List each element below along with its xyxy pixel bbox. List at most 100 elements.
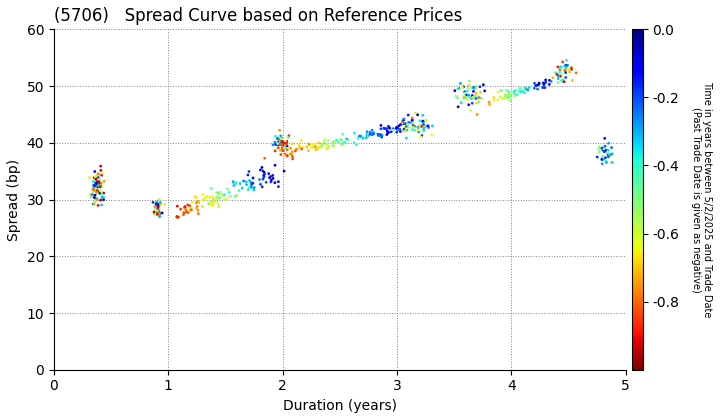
Point [87,186,99,193]
Point [374,132,385,139]
Point [597,153,608,160]
Point [287,155,298,162]
Point [94,179,105,186]
Point [276,135,287,142]
Point [258,173,270,180]
Point [94,189,106,196]
Point [554,68,565,75]
Point [152,198,163,205]
Point [301,144,312,150]
Point [272,139,284,145]
Point [593,146,604,152]
Point [596,156,608,163]
Point [544,81,555,88]
Point [593,144,605,150]
Point [274,139,285,145]
Point [461,92,472,98]
Point [550,69,562,76]
Point [562,62,573,68]
Point [505,92,517,99]
Point [372,132,384,139]
Point [423,124,434,131]
Point [282,146,294,152]
Point [413,126,424,133]
Point [94,186,105,193]
Point [497,95,508,102]
Point [451,93,462,100]
Point [272,142,284,148]
Point [566,65,577,71]
Point [381,131,392,138]
Point [88,187,99,194]
Point [256,184,268,190]
Point [456,84,468,91]
Point [180,209,192,215]
Point [405,119,416,126]
Point [402,121,414,128]
Point [514,88,526,95]
Point [86,194,97,200]
Point [302,147,314,154]
Point [217,192,228,198]
Point [355,133,366,139]
Point [518,85,530,92]
Point [279,145,290,152]
Point [606,144,617,151]
Point [91,197,103,203]
Point [310,147,322,153]
Point [513,88,525,94]
Point [407,115,418,121]
Point [597,153,608,160]
Point [152,204,163,211]
Point [523,84,535,91]
Point [471,100,482,106]
Point [477,81,489,88]
Point [213,195,225,202]
Point [289,148,301,155]
Point [323,143,334,150]
Point [600,154,611,161]
Point [329,139,341,146]
Point [426,131,438,138]
Point [90,175,102,181]
Point [607,159,618,166]
Point [153,210,164,217]
Point [467,84,478,91]
Point [318,140,330,147]
Point [205,200,217,207]
Point [382,129,394,136]
Point [458,95,469,102]
Point [375,131,387,138]
Point [452,103,464,110]
Point [327,139,338,145]
Point [364,131,376,138]
Point [280,140,292,147]
Point [171,214,183,221]
Point [500,93,511,100]
Point [277,142,289,148]
Point [208,199,220,206]
Point [274,127,285,134]
Point [495,94,506,100]
Point [179,204,190,211]
Point [151,208,163,215]
Point [99,178,110,185]
Point [91,178,103,185]
Point [517,89,528,95]
Point [207,194,218,200]
Point [86,189,98,196]
Point [417,112,428,118]
Point [396,120,408,127]
Point [307,144,319,150]
Point [532,86,544,92]
Point [502,93,513,100]
Point [219,197,230,203]
Point [217,192,229,199]
Point [452,94,464,101]
Point [423,122,434,129]
Point [406,117,418,124]
Point [387,126,399,133]
Point [603,153,614,160]
Point [98,194,109,201]
Point [217,192,228,199]
